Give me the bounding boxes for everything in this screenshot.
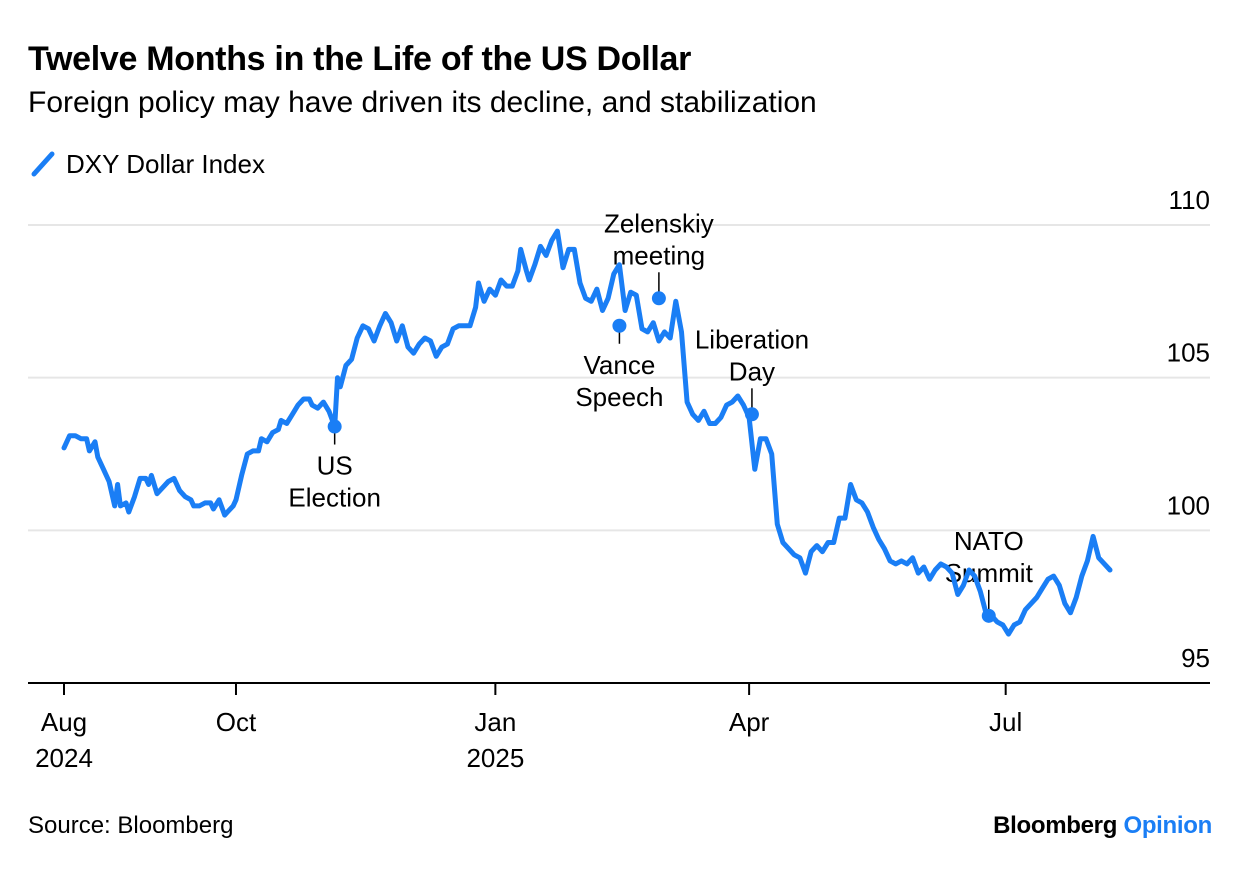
y-tick-label: 105	[1167, 338, 1210, 368]
legend: DXY Dollar Index	[28, 148, 265, 180]
annotation-label: Election	[288, 483, 381, 513]
x-tick-label: Aug	[41, 707, 87, 737]
series	[61, 228, 1113, 637]
legend-swatch-icon	[31, 151, 55, 177]
brand-suffix: Opinion	[1123, 812, 1212, 839]
brand-logo: Bloomberg Opinion	[993, 812, 1212, 840]
annotation-marker	[651, 291, 666, 306]
annotation-markers	[327, 291, 996, 623]
y-tick-label: 95	[1181, 643, 1210, 673]
annotation-label: Zelenskiy	[604, 208, 714, 238]
annotation-marker	[744, 407, 759, 422]
annotation-label: Speech	[575, 382, 663, 412]
line-chart: 95 100 105 110 Aug 2024 Oct Jan 2025 Apr Jul USEl…	[28, 185, 1210, 773]
series-line-dxy	[61, 228, 1113, 637]
annotation-marker	[981, 608, 996, 623]
annotation-label: NATO	[954, 526, 1024, 556]
x-tick-label: Oct	[216, 707, 257, 737]
annotation-label: Summit	[945, 558, 1034, 588]
y-tick-label: 100	[1167, 490, 1210, 520]
x-axis: Aug 2024 Oct Jan 2025 Apr Jul	[28, 682, 1210, 773]
source-note: Source: Bloomberg	[28, 812, 234, 839]
annotation-label: Liberation	[695, 324, 809, 354]
brand-name: Bloomberg	[993, 812, 1118, 839]
x-tick-sublabel: 2024	[35, 743, 93, 773]
x-tick-label: Jan	[474, 707, 516, 737]
x-tick-label: Apr	[729, 707, 770, 737]
annotation-marker	[612, 318, 627, 333]
annotation-label: US	[317, 451, 353, 481]
annotation-marker	[327, 419, 342, 434]
y-axis: 95 100 105 110	[1167, 185, 1210, 673]
gridlines	[28, 224, 1210, 532]
legend-label: DXY Dollar Index	[66, 148, 265, 179]
annotation-label: Vance	[584, 350, 656, 380]
chart-title: Twelve Months in the Life of the US Doll…	[28, 40, 692, 78]
x-tick-sublabel: 2025	[466, 743, 524, 773]
annotation-label: meeting	[613, 240, 706, 270]
y-tick-label: 110	[1169, 185, 1210, 215]
annotation-label: Day	[729, 356, 775, 386]
x-tick-label: Jul	[989, 707, 1022, 737]
chart-subtitle: Foreign policy may have driven its decli…	[28, 86, 817, 119]
